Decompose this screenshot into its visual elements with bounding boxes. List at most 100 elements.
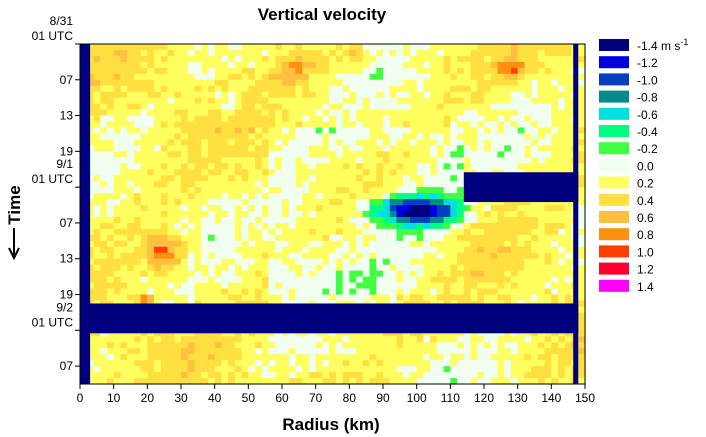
field-cell xyxy=(127,354,135,361)
field-cell xyxy=(436,73,445,81)
field-cell xyxy=(228,240,236,248)
field-cell xyxy=(302,61,310,69)
field-cell xyxy=(234,270,243,278)
field-cell xyxy=(147,115,155,123)
field-cell xyxy=(477,67,485,75)
legend-label: -0.8 xyxy=(637,91,658,105)
field-cell xyxy=(302,115,310,123)
field-cell xyxy=(282,145,290,152)
legend-swatch xyxy=(599,90,629,103)
field-cell xyxy=(517,228,525,236)
field-cell xyxy=(396,97,404,105)
field-cell xyxy=(423,151,431,158)
field-cell xyxy=(308,330,317,337)
field-cell xyxy=(356,103,364,111)
field-cell xyxy=(181,240,189,248)
field-cell xyxy=(376,294,384,302)
field-cell xyxy=(389,282,398,290)
field-cell xyxy=(450,228,458,236)
field-cell xyxy=(113,157,121,164)
field-cell xyxy=(120,79,128,87)
field-cell xyxy=(147,378,155,385)
y-tick-label-date: 8/31 xyxy=(50,14,74,28)
field-cell xyxy=(288,366,297,373)
field-cell xyxy=(369,205,377,212)
field-cell xyxy=(295,282,303,290)
field-cell xyxy=(167,157,175,164)
field-cell xyxy=(551,234,559,242)
field-cell xyxy=(335,282,344,290)
field-cell xyxy=(504,264,512,272)
field-cell xyxy=(396,228,404,236)
field-cell xyxy=(207,109,216,117)
field-cell xyxy=(504,145,512,152)
field-cell xyxy=(531,294,539,302)
field-cell xyxy=(484,109,492,117)
field-cell xyxy=(140,270,148,278)
field-cell xyxy=(282,187,290,194)
field-cell xyxy=(228,97,236,105)
field-cell xyxy=(241,252,249,260)
field-cell xyxy=(207,157,216,164)
field-cell xyxy=(154,222,162,230)
field-cell xyxy=(127,234,135,242)
field-cell xyxy=(484,288,492,296)
field-cell xyxy=(349,157,357,164)
field-cell xyxy=(86,234,95,242)
field-cell xyxy=(127,330,135,337)
field-cell xyxy=(517,252,525,260)
field-cell xyxy=(160,348,169,355)
field-cell xyxy=(275,91,283,99)
field-cell xyxy=(133,348,142,355)
field-cell xyxy=(160,264,169,272)
field-cell xyxy=(544,222,552,230)
field-cell xyxy=(93,258,101,266)
field-cell xyxy=(255,234,263,242)
field-cell xyxy=(477,157,485,164)
field-cell xyxy=(376,44,384,51)
field-cell xyxy=(268,234,276,242)
field-cell xyxy=(113,151,121,158)
field-cell xyxy=(504,79,512,87)
field-cell xyxy=(140,44,148,51)
field-cell xyxy=(403,91,411,99)
field-cell xyxy=(416,73,424,81)
field-cell xyxy=(430,211,438,218)
field-cell xyxy=(436,121,445,129)
field-cell xyxy=(308,354,317,361)
field-cell xyxy=(322,294,330,302)
field-cell xyxy=(147,252,155,260)
field-cell xyxy=(497,270,505,278)
field-cell xyxy=(174,67,182,75)
field-cell xyxy=(423,228,431,236)
field-cell xyxy=(261,216,270,224)
field-cell xyxy=(329,67,337,75)
field-cell xyxy=(248,133,256,141)
field-cell xyxy=(228,139,236,146)
field-cell xyxy=(86,199,95,206)
field-cell xyxy=(261,145,270,152)
field-cell xyxy=(329,157,337,164)
field-cell xyxy=(140,127,148,135)
field-cell xyxy=(160,169,169,176)
field-cell xyxy=(463,252,472,260)
field-cell xyxy=(450,169,458,176)
field-cell xyxy=(537,151,546,158)
field-cell xyxy=(497,240,505,248)
field-cell xyxy=(537,234,546,242)
field-cell xyxy=(181,151,189,158)
field-cell xyxy=(221,79,229,87)
field-cell xyxy=(100,270,108,278)
field-cell xyxy=(322,115,330,123)
field-cell xyxy=(261,163,270,170)
field-cell xyxy=(490,103,499,111)
field-cell xyxy=(544,85,552,93)
field-cell xyxy=(282,330,290,337)
field-cell xyxy=(140,103,148,111)
field-cell xyxy=(187,151,196,158)
field-cell xyxy=(288,336,297,343)
field-cell xyxy=(100,336,108,343)
field-cell xyxy=(558,55,566,63)
field-cell xyxy=(383,175,391,182)
field-cell xyxy=(564,211,573,218)
